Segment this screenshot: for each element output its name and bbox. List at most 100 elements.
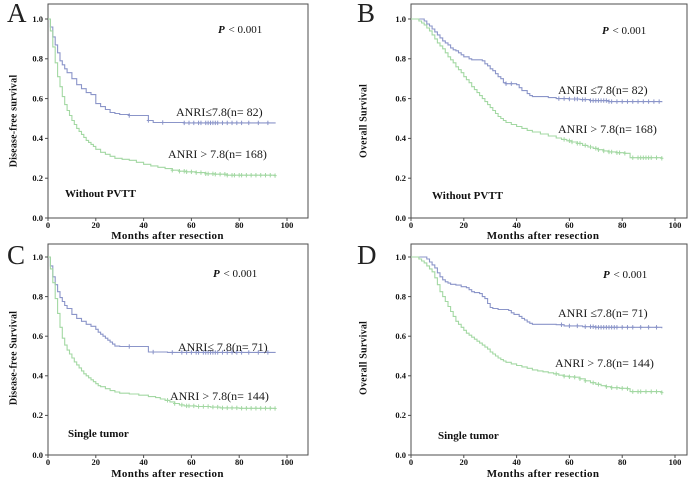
p-value-annotation: P < 0.001 [218,24,262,36]
km-plot-b: 0.0 0.2 0.4 0.6 0.8 1.0 0 20 40 60 80 100 [395,3,688,230]
x-tick-label: 0 [46,220,50,230]
y-tick-label: 0.2 [32,173,43,183]
plot-frame [47,3,309,219]
series-label-anri-high: ANRI > 7.8(n= 144) [555,356,654,370]
subgroup-label: Single tumor [438,430,499,442]
x-tick-label: 60 [565,457,574,467]
x-tick-label: 80 [235,457,244,467]
censor-marks-high [554,371,664,395]
x-tick-label: 100 [281,220,294,230]
x-tick-label: 100 [669,457,682,467]
y-tick-label: 1.0 [32,252,43,262]
p-value-text: < 0.001 [610,269,648,281]
y-tick-label: 0.6 [32,93,43,103]
censor-marks-high [170,168,277,178]
y-tick-label: 0.4 [395,133,406,143]
plot-frame [410,3,688,219]
censor-marks-low [559,322,659,330]
x-axis-title: Months after resection [486,230,600,242]
y-axis-title: Disease-free Survival [8,310,20,406]
x-axis-title: Months after resection [486,468,600,480]
x-tick-label: 0 [409,220,413,230]
p-value-text: < 0.001 [225,24,263,36]
series-label-anri-low: ANRI≤7.8(n= 82) [176,105,263,119]
p-symbol: P [603,269,610,281]
censor-marks-low [127,344,270,355]
y-tick-label: 1.0 [395,252,406,262]
x-tick-label: 80 [235,220,244,230]
y-tick-label: 0.0 [395,213,406,223]
panel-letter-a: A [7,0,27,28]
x-tick-label: 0 [46,457,50,467]
x-tick-label: 80 [618,220,627,230]
x-axis-title: Months after resection [111,468,224,480]
x-tick-label: 100 [281,457,294,467]
p-value-annotation: P < 0.001 [603,269,647,281]
censor-marks-high [562,137,664,161]
y-axis-title: Disease-free survival [8,74,20,167]
panel-d-overall-survival-single-tumor: 0.0 0.2 0.4 0.6 0.8 1.0 0 20 40 60 80 100 D Overall… [350,240,700,483]
y-tick-label: 0.4 [395,371,406,381]
p-value-annotation: P < 0.001 [602,25,646,37]
censor-marks-high [165,398,277,411]
series-label-anri-high: ANRI > 7.8(n= 168) [558,122,657,136]
series-label-anri-low: ANRI ≤7.8(n= 82) [558,83,648,97]
censor-marks-low [504,81,661,104]
km-curve-high [411,18,663,159]
censor-marks-low [127,113,270,126]
km-plot-c: 0.0 0.2 0.4 0.6 0.8 1.0 0 20 40 60 80 100 [32,243,309,467]
x-tick-label: 80 [618,457,627,467]
km-curve-low [411,256,663,329]
y-tick-label: 0.2 [395,410,406,420]
panel-letter-b: B [357,0,376,28]
x-tick-label: 100 [669,220,682,230]
panel-letter-d: D [357,240,377,270]
y-tick-label: 1.0 [32,14,43,24]
x-tick-label: 40 [139,220,148,230]
p-symbol: P [213,268,220,280]
y-tick-label: 0.8 [32,54,43,64]
y-tick-label: 0.8 [395,54,406,64]
panel-b-overall-survival-without-pvtt: 0.0 0.2 0.4 0.6 0.8 1.0 0 20 40 60 80 100 B Overall… [350,0,700,242]
y-tick-label: 0.4 [32,371,43,381]
y-tick-label: 0.2 [32,410,43,420]
series-label-anri-high: ANRI > 7.8(n= 168) [168,147,267,161]
km-curve-high [411,256,663,393]
x-tick-label: 40 [512,457,521,467]
km-curve-low [48,256,276,353]
p-value-annotation: P < 0.001 [213,268,257,280]
x-tick-label: 20 [460,457,469,467]
y-tick-label: 1.0 [395,14,406,24]
p-symbol: P [602,25,609,37]
km-plot-d: 0.0 0.2 0.4 0.6 0.8 1.0 0 20 40 60 80 100 [395,243,688,467]
y-tick-label: 0.6 [395,331,406,341]
panel-a-disease-free-survival-without-pvtt: 0.0 0.2 0.4 0.6 0.8 1.0 0 20 40 60 80 100 A Disease… [0,0,350,242]
x-tick-label: 20 [92,457,101,467]
subgroup-label: Single tumor [68,428,129,440]
km-curve-low [411,18,663,103]
subgroup-label: Without PVTT [65,188,137,200]
y-tick-label: 0.0 [395,450,406,460]
y-tick-label: 0.4 [32,133,43,143]
p-symbol: P [218,24,225,36]
subgroup-label: Without PVTT [432,190,504,202]
km-plot-a: 0.0 0.2 0.4 0.6 0.8 1.0 0 20 40 60 80 100 [32,3,309,230]
y-tick-label: 0.2 [395,173,406,183]
x-tick-label: 60 [565,220,574,230]
series-label-anri-low: ANRI ≤7.8(n= 71) [558,306,648,320]
x-tick-label: 40 [139,457,148,467]
x-tick-label: 60 [187,457,196,467]
y-tick-label: 0.6 [395,93,406,103]
series-label-anri-high: ANRI > 7.8(n= 144) [170,389,269,403]
plot-frame [410,243,688,456]
panel-letter-c: C [7,240,26,270]
p-value-text: < 0.001 [609,25,647,37]
x-tick-label: 60 [187,220,196,230]
y-tick-label: 0.6 [32,331,43,341]
y-axis-title: Overall Survival [358,320,370,396]
x-tick-label: 20 [92,220,101,230]
y-axis-title: Overall Survival [358,83,370,158]
x-tick-label: 0 [409,457,413,467]
x-tick-label: 20 [460,220,469,230]
